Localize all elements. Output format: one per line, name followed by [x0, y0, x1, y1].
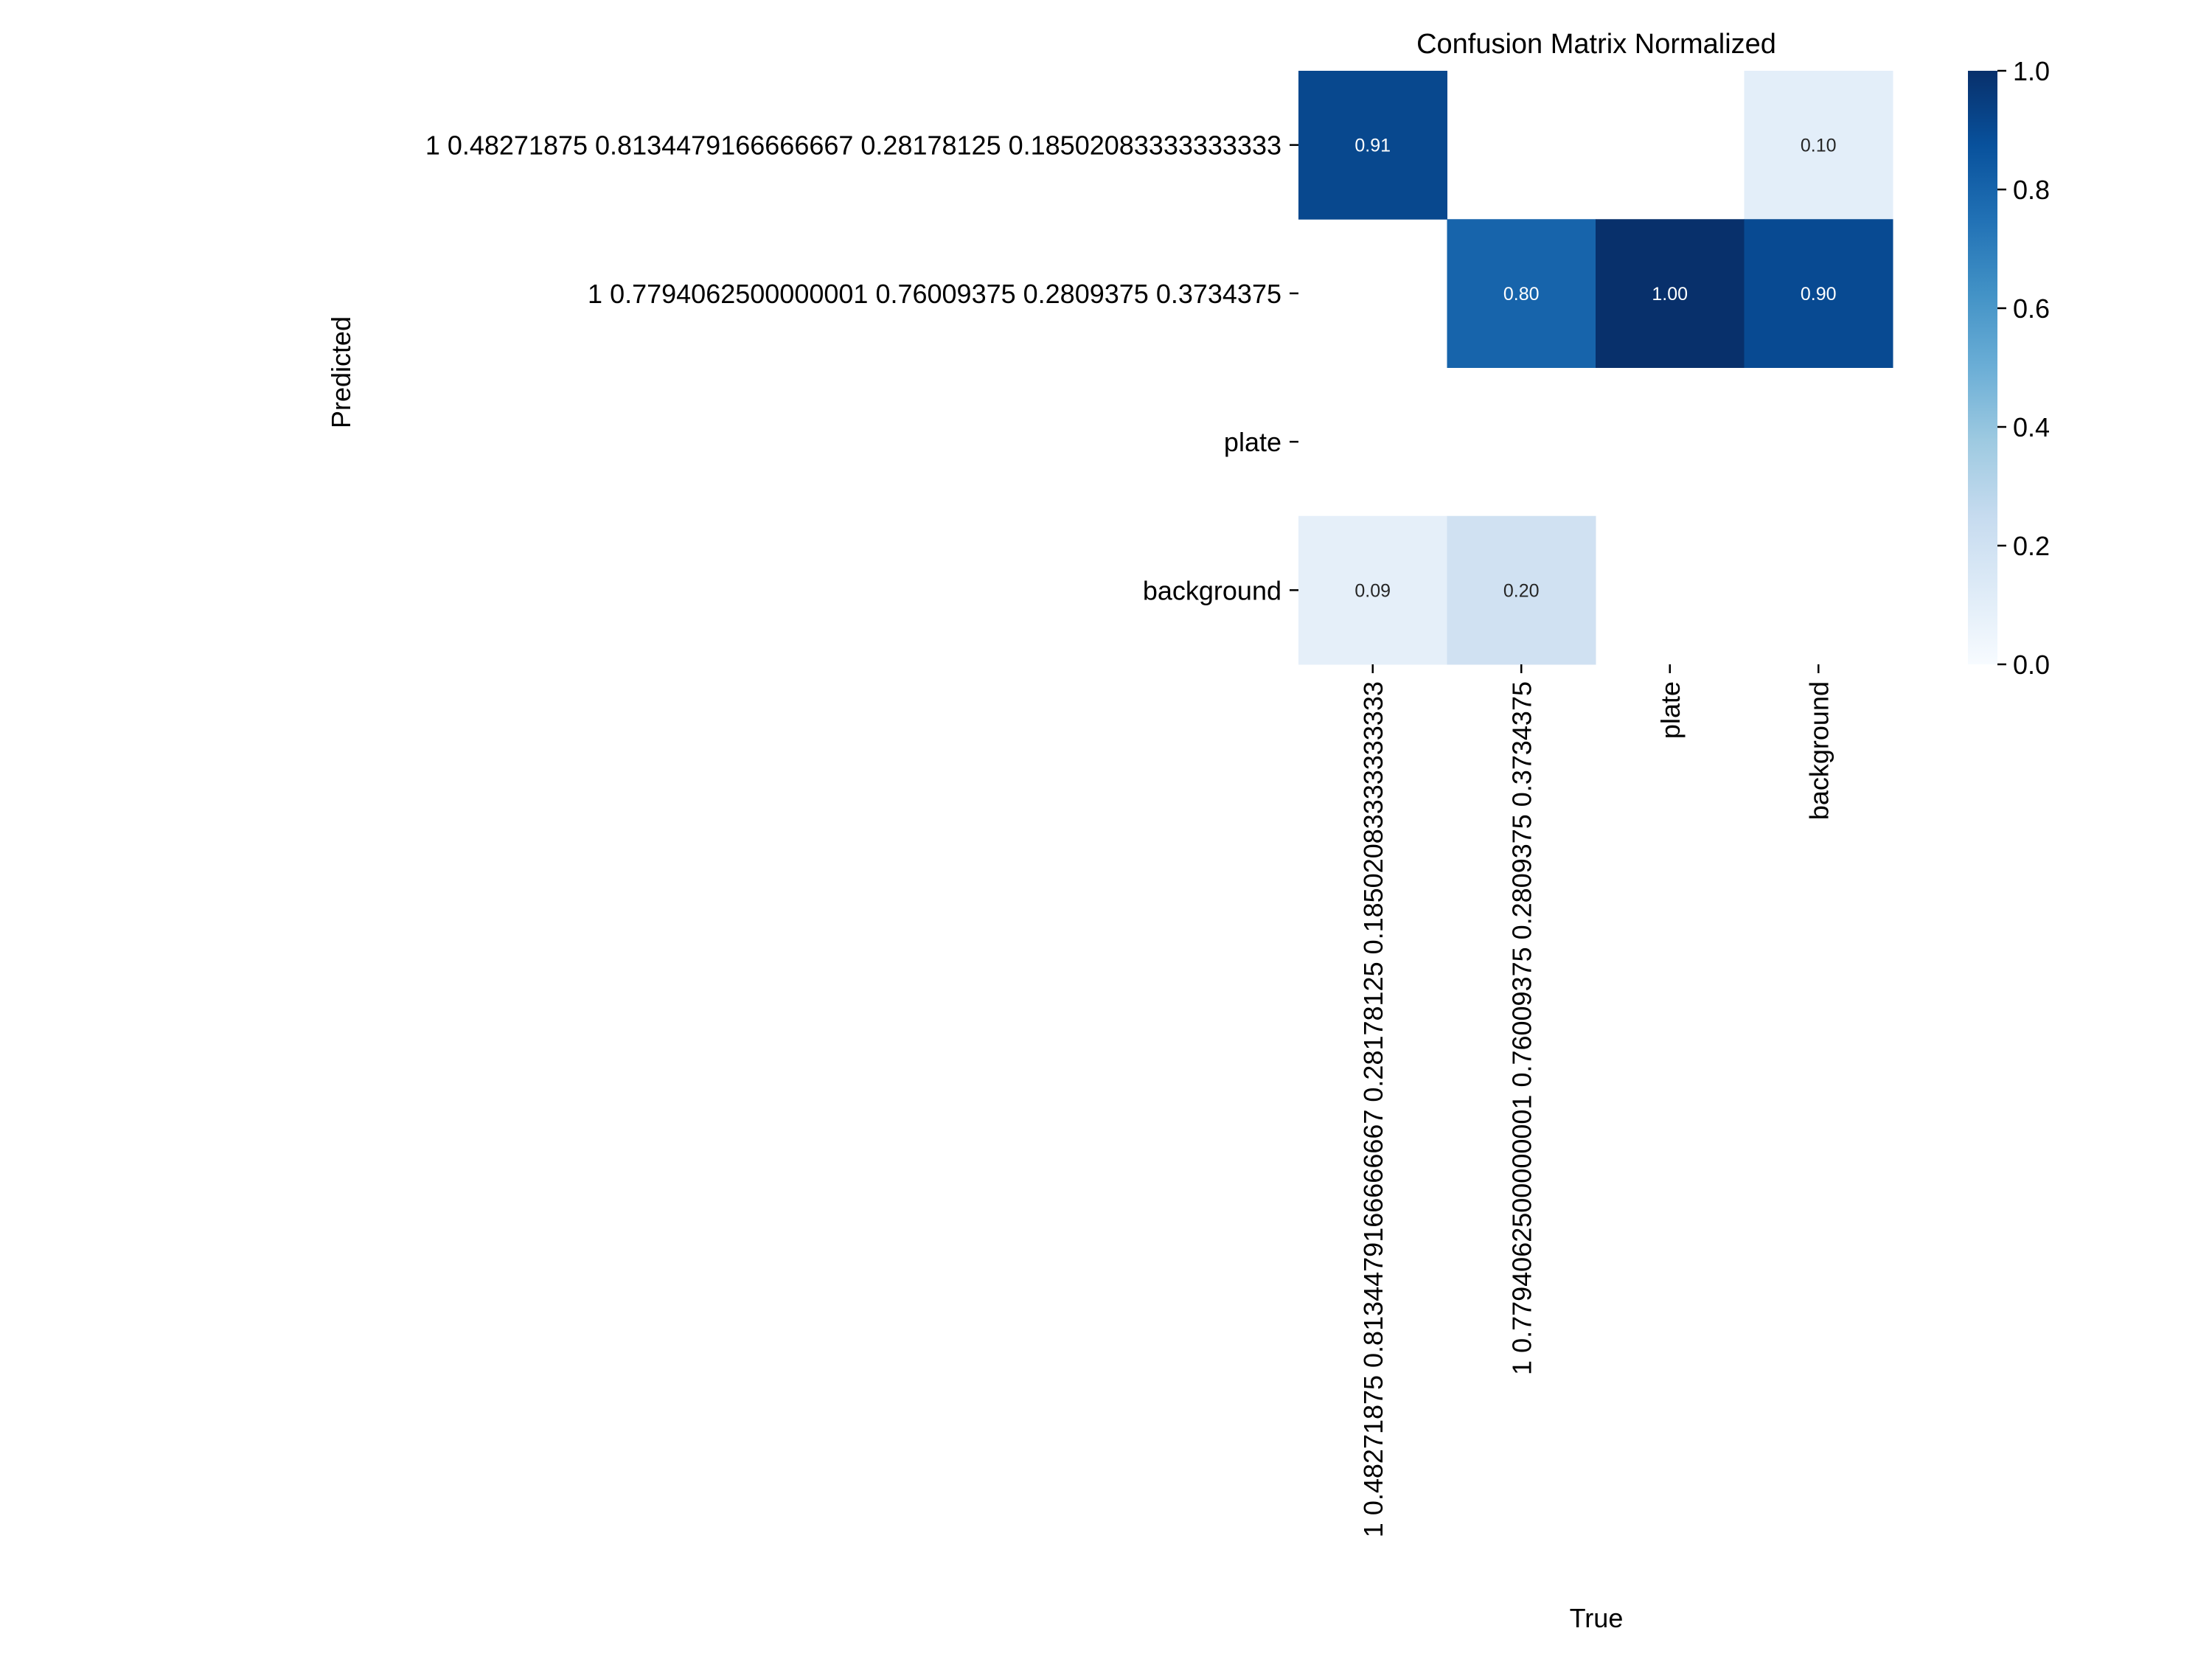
x-axis-ticks: 1 0.48271875 0.8134479166666667 0.281781… [1358, 664, 1834, 1537]
heatmap-cell [1298, 71, 1447, 220]
heatmap-cell [1596, 219, 1745, 368]
colorbar-tick-label: 0.8 [2013, 175, 2050, 205]
x-axis-label: True [1570, 1603, 1624, 1633]
colorbar-tick-label: 0.4 [2013, 412, 2050, 442]
cell-value-label: 0.90 [1801, 284, 1837, 305]
y-axis-label: Predicted [326, 316, 356, 428]
y-axis-ticks: 1 0.48271875 0.8134479166666667 0.281781… [425, 131, 1298, 605]
colorbar-tick-label: 1.0 [2013, 56, 2050, 86]
x-tick-label: plate [1655, 681, 1686, 739]
heatmap-cell [1744, 71, 1893, 220]
colorbar-tick-label: 0.6 [2013, 293, 2050, 324]
heatmap-cell [1744, 219, 1893, 368]
heatmap-cells [1298, 71, 1893, 665]
heatmap-cell [1447, 219, 1596, 368]
y-tick-label: 1 0.7794062500000001 0.76009375 0.280937… [588, 279, 1281, 309]
x-tick-label: 1 0.48271875 0.8134479166666667 0.281781… [1358, 681, 1388, 1537]
colorbar-tick-label: 0.2 [2013, 531, 2050, 561]
chart-title: Confusion Matrix Normalized [1416, 29, 1776, 60]
cell-value-label: 0.80 [1503, 284, 1540, 305]
cell-value-label: 0.91 [1354, 136, 1391, 156]
x-tick-label: 1 0.7794062500000001 0.76009375 0.280937… [1506, 681, 1537, 1375]
cell-value-label: 1.00 [1652, 284, 1688, 305]
cell-value-label: 0.09 [1354, 580, 1391, 601]
y-tick-label: 1 0.48271875 0.8134479166666667 0.281781… [425, 131, 1281, 161]
heatmap-value-labels: 0.91 0.10 0.80 1.00 0.90 0.09 0.20 [1354, 136, 1836, 602]
colorbar [1968, 71, 1997, 664]
y-tick-label: plate [1224, 427, 1281, 457]
x-tick-label: background [1804, 681, 1834, 820]
cell-value-label: 0.20 [1503, 580, 1540, 601]
heatmap-cell [1298, 515, 1447, 665]
colorbar-ticks: 0.0 0.2 0.4 0.6 0.8 1.0 [1997, 56, 2050, 680]
cell-value-label: 0.10 [1801, 136, 1837, 156]
colorbar-tick-label: 0.0 [2013, 650, 2050, 680]
y-tick-label: background [1143, 575, 1281, 605]
heatmap-cell [1447, 515, 1596, 665]
